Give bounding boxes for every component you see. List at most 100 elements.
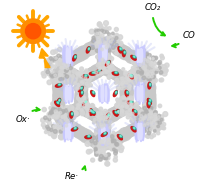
Circle shape bbox=[111, 32, 114, 35]
Ellipse shape bbox=[67, 125, 68, 138]
Circle shape bbox=[61, 119, 73, 131]
Circle shape bbox=[98, 43, 110, 55]
Ellipse shape bbox=[104, 126, 106, 142]
Ellipse shape bbox=[141, 84, 143, 98]
Circle shape bbox=[154, 118, 157, 121]
Circle shape bbox=[54, 116, 57, 119]
Circle shape bbox=[102, 116, 105, 120]
Circle shape bbox=[80, 81, 82, 83]
Circle shape bbox=[130, 103, 132, 105]
Circle shape bbox=[60, 110, 72, 122]
Ellipse shape bbox=[140, 124, 141, 138]
Circle shape bbox=[94, 32, 99, 36]
Circle shape bbox=[150, 125, 152, 127]
Circle shape bbox=[96, 55, 99, 59]
Circle shape bbox=[163, 68, 168, 73]
Circle shape bbox=[53, 125, 57, 129]
Ellipse shape bbox=[64, 124, 66, 140]
Circle shape bbox=[143, 129, 146, 133]
Ellipse shape bbox=[139, 125, 140, 137]
Circle shape bbox=[90, 109, 103, 122]
Circle shape bbox=[94, 72, 97, 75]
Circle shape bbox=[140, 70, 144, 74]
Circle shape bbox=[53, 125, 56, 127]
Circle shape bbox=[133, 108, 145, 120]
Ellipse shape bbox=[68, 125, 69, 137]
Circle shape bbox=[69, 66, 72, 70]
Circle shape bbox=[92, 64, 104, 76]
Circle shape bbox=[100, 117, 104, 121]
Circle shape bbox=[125, 105, 129, 108]
Ellipse shape bbox=[108, 61, 110, 64]
Ellipse shape bbox=[71, 52, 73, 64]
Circle shape bbox=[136, 66, 148, 77]
Circle shape bbox=[42, 108, 46, 112]
Ellipse shape bbox=[106, 84, 108, 100]
Circle shape bbox=[130, 112, 134, 115]
Circle shape bbox=[127, 77, 130, 80]
Circle shape bbox=[115, 33, 119, 37]
Circle shape bbox=[115, 103, 119, 107]
Ellipse shape bbox=[136, 125, 137, 142]
Circle shape bbox=[127, 79, 130, 82]
Ellipse shape bbox=[142, 124, 144, 141]
Circle shape bbox=[76, 89, 79, 92]
Circle shape bbox=[57, 112, 69, 124]
Ellipse shape bbox=[89, 112, 96, 115]
Circle shape bbox=[158, 60, 162, 64]
Circle shape bbox=[159, 67, 162, 70]
Ellipse shape bbox=[70, 112, 73, 118]
Circle shape bbox=[139, 118, 142, 121]
Circle shape bbox=[72, 122, 75, 126]
Circle shape bbox=[57, 125, 61, 129]
Circle shape bbox=[90, 139, 93, 143]
Circle shape bbox=[98, 41, 101, 44]
Circle shape bbox=[148, 53, 151, 57]
Circle shape bbox=[75, 88, 88, 101]
Circle shape bbox=[130, 69, 135, 74]
Circle shape bbox=[121, 105, 123, 108]
Circle shape bbox=[163, 112, 168, 116]
Ellipse shape bbox=[118, 111, 119, 112]
Circle shape bbox=[98, 125, 110, 136]
Circle shape bbox=[142, 69, 146, 73]
Ellipse shape bbox=[69, 121, 70, 136]
Circle shape bbox=[95, 30, 98, 33]
Ellipse shape bbox=[101, 87, 103, 101]
Ellipse shape bbox=[59, 99, 61, 102]
Circle shape bbox=[151, 113, 154, 117]
Circle shape bbox=[63, 54, 76, 67]
Circle shape bbox=[61, 108, 74, 122]
Ellipse shape bbox=[137, 87, 139, 101]
Circle shape bbox=[150, 61, 153, 64]
Circle shape bbox=[154, 65, 156, 69]
Circle shape bbox=[110, 57, 114, 61]
Circle shape bbox=[141, 109, 146, 113]
Ellipse shape bbox=[72, 88, 73, 100]
Circle shape bbox=[95, 141, 99, 145]
Circle shape bbox=[55, 57, 57, 59]
Ellipse shape bbox=[105, 126, 106, 141]
Ellipse shape bbox=[71, 89, 72, 101]
Circle shape bbox=[106, 115, 110, 118]
Circle shape bbox=[43, 126, 46, 129]
Circle shape bbox=[59, 120, 63, 124]
Circle shape bbox=[157, 116, 160, 119]
Circle shape bbox=[134, 81, 137, 84]
Circle shape bbox=[59, 135, 64, 140]
Circle shape bbox=[59, 106, 63, 109]
Circle shape bbox=[90, 136, 103, 148]
Circle shape bbox=[95, 152, 99, 156]
Circle shape bbox=[53, 67, 64, 78]
Circle shape bbox=[142, 110, 146, 114]
Circle shape bbox=[95, 45, 99, 48]
Circle shape bbox=[82, 72, 86, 76]
Circle shape bbox=[41, 123, 45, 127]
Circle shape bbox=[90, 50, 95, 55]
Circle shape bbox=[97, 114, 100, 117]
Circle shape bbox=[98, 122, 100, 124]
Circle shape bbox=[97, 113, 99, 115]
Ellipse shape bbox=[104, 128, 105, 143]
Circle shape bbox=[95, 151, 98, 154]
Ellipse shape bbox=[106, 132, 107, 143]
